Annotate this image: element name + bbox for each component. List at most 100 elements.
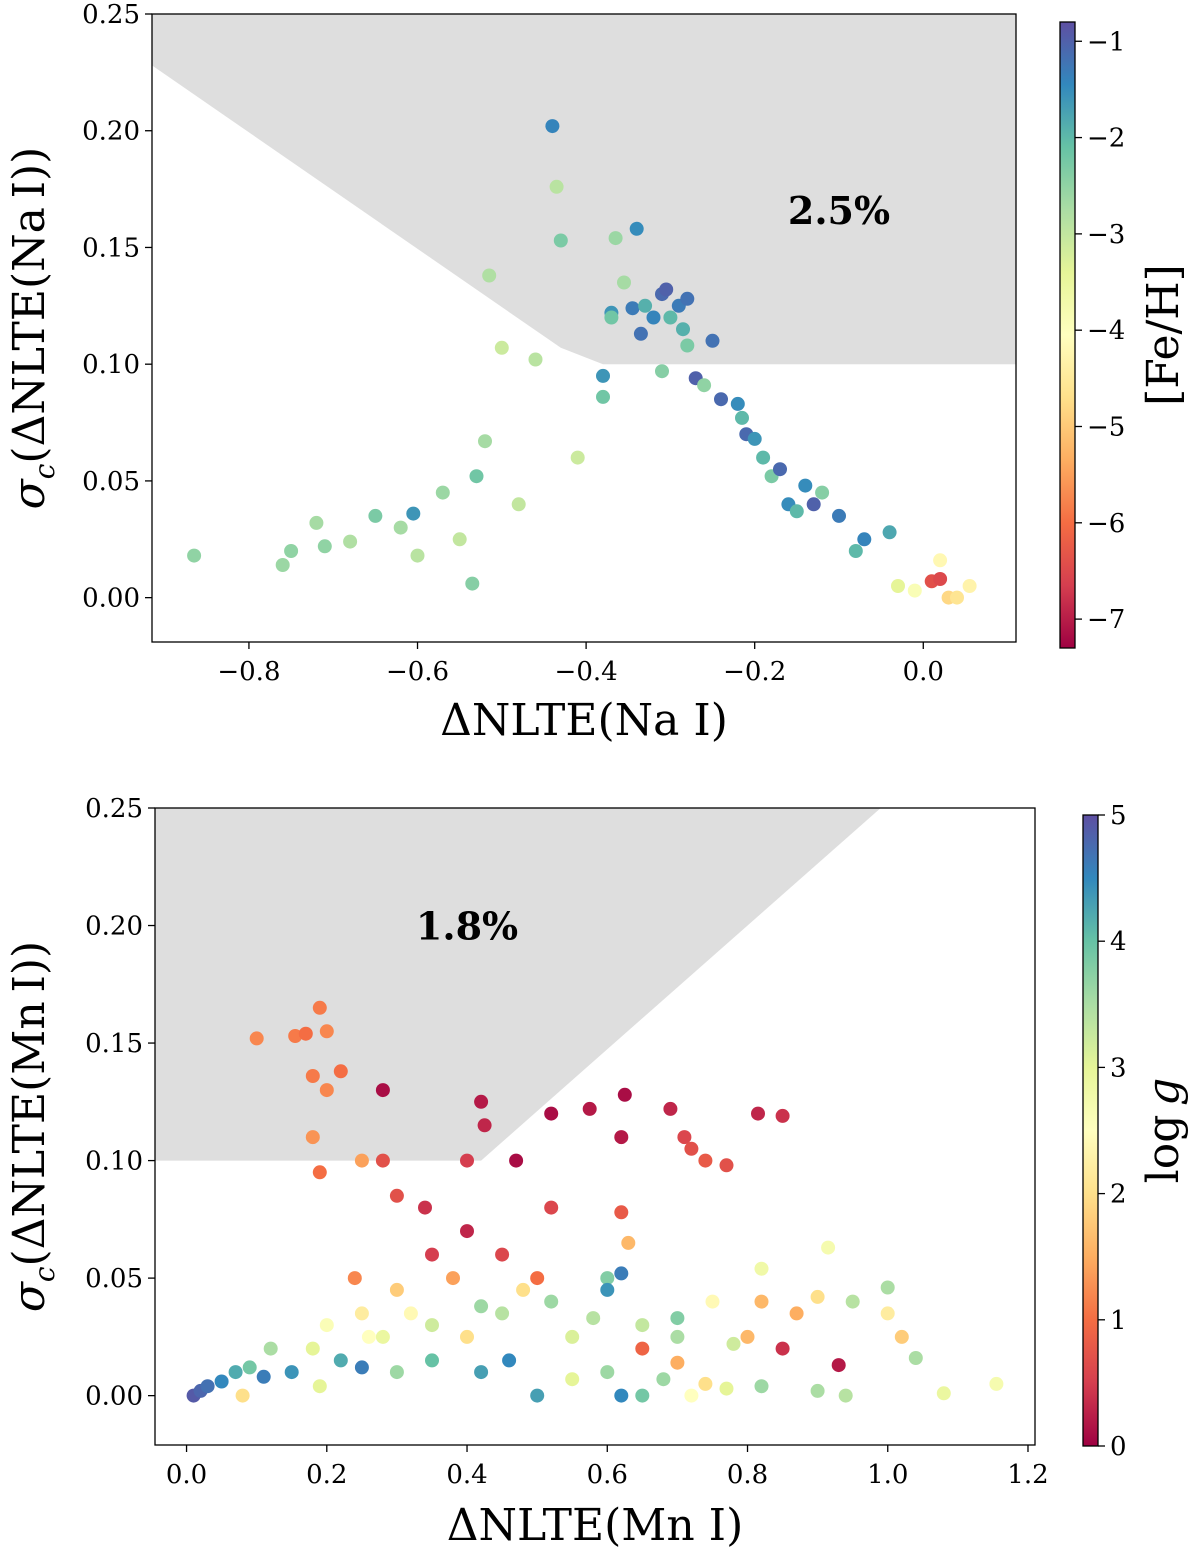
data-point — [680, 338, 695, 353]
data-point — [617, 275, 631, 290]
data-point — [726, 1336, 741, 1351]
data-point — [375, 1083, 390, 1098]
data-point — [848, 544, 863, 558]
data-point — [810, 1289, 825, 1304]
data-point — [200, 1379, 215, 1394]
data-point — [347, 1271, 362, 1286]
x-axis-label: ΔNLTE(Na I) — [440, 695, 728, 746]
x-tick-label: 0.0 — [166, 1460, 207, 1490]
data-point — [511, 497, 526, 512]
data-point — [474, 1094, 489, 1109]
data-point — [435, 485, 450, 500]
data-point — [670, 1355, 685, 1370]
data-point — [798, 478, 813, 493]
data-point — [604, 310, 619, 325]
annotation-label: 1.8% — [416, 904, 518, 949]
data-point — [465, 576, 480, 591]
colorbar — [1082, 814, 1099, 1447]
data-point — [553, 233, 568, 248]
data-point — [305, 1069, 320, 1083]
data-point — [831, 1358, 846, 1373]
data-point — [544, 1106, 559, 1121]
data-point — [354, 1153, 369, 1168]
data-point — [773, 462, 787, 477]
data-point — [312, 1165, 327, 1180]
data-point — [845, 1294, 860, 1309]
data-point — [815, 485, 830, 500]
colorbar-tick-label: 5 — [1110, 801, 1127, 831]
data-point — [389, 1188, 404, 1203]
colorbar-tick-label: −7 — [1087, 605, 1125, 635]
data-point — [680, 291, 695, 306]
data-point — [907, 583, 922, 598]
data-point — [570, 450, 585, 465]
data-point — [214, 1374, 229, 1389]
x-tick-label: 0.2 — [306, 1460, 347, 1490]
data-point — [775, 1108, 790, 1123]
x-tick-label: −0.8 — [217, 657, 280, 687]
shaded-region — [152, 14, 1016, 365]
data-point — [187, 548, 202, 563]
data-point — [614, 1388, 629, 1403]
data-point — [478, 434, 492, 449]
data-point — [832, 508, 846, 523]
data-point — [596, 368, 610, 383]
data-point — [638, 298, 653, 313]
colorbar-tick-label: −4 — [1087, 316, 1125, 346]
data-point — [614, 1205, 629, 1220]
data-point — [249, 1031, 264, 1046]
y-tick-label: 0.00 — [85, 1382, 143, 1412]
scatter-points — [186, 1000, 1004, 1403]
data-point — [582, 1101, 597, 1116]
data-point — [676, 322, 690, 337]
data-point — [516, 1282, 531, 1297]
y-tick-label: 0.00 — [82, 584, 140, 614]
data-point — [789, 504, 804, 519]
colorbar-label: log g — [1138, 1078, 1189, 1184]
colorbar-tick-label: −2 — [1087, 124, 1125, 154]
data-point — [747, 431, 762, 446]
data-point — [474, 1299, 489, 1314]
data-point — [810, 1383, 825, 1398]
y-tick-label: 0.25 — [85, 794, 143, 824]
data-point — [389, 1282, 404, 1297]
colorbar — [1059, 21, 1076, 649]
x-tick-label: 0.0 — [903, 657, 944, 687]
chart-mn-i: 1.8% 0.0 0.2 0.4 0.6 0.8 1.0 1.2 0.00 0.05 0.10 0.1… — [4, 794, 1189, 1551]
data-point — [614, 1130, 629, 1145]
data-point — [343, 534, 358, 549]
y-tick-label: 0.25 — [82, 0, 140, 30]
data-point — [880, 1280, 895, 1295]
data-point — [565, 1372, 580, 1387]
data-point — [775, 1341, 790, 1356]
data-point — [312, 1379, 327, 1394]
data-point — [354, 1360, 369, 1375]
data-point — [375, 1329, 390, 1344]
data-point — [228, 1365, 243, 1380]
data-point — [256, 1369, 271, 1384]
data-point — [284, 1365, 299, 1380]
data-point — [235, 1388, 250, 1403]
data-point — [659, 282, 674, 297]
data-point — [242, 1360, 257, 1375]
data-point — [635, 1341, 650, 1356]
data-point — [838, 1388, 853, 1403]
y-tick-label: 0.20 — [82, 117, 140, 147]
colorbar-label: [Fe/H] — [1138, 264, 1189, 406]
colorbar-tick-label: −1 — [1087, 27, 1125, 57]
data-point — [719, 1381, 734, 1396]
x-axis-label: ΔNLTE(Mn I) — [447, 1500, 743, 1551]
data-point — [530, 1388, 545, 1403]
data-point — [806, 497, 821, 512]
data-point — [544, 1294, 559, 1309]
data-point — [263, 1341, 278, 1356]
data-point — [789, 1306, 804, 1321]
data-point — [596, 389, 610, 404]
annotation-label: 2.5% — [788, 188, 890, 233]
data-point — [625, 301, 640, 316]
data-point — [545, 119, 560, 134]
scatter-points — [187, 119, 977, 605]
data-point — [389, 1365, 404, 1380]
data-point — [312, 1000, 327, 1015]
data-point — [354, 1306, 369, 1321]
